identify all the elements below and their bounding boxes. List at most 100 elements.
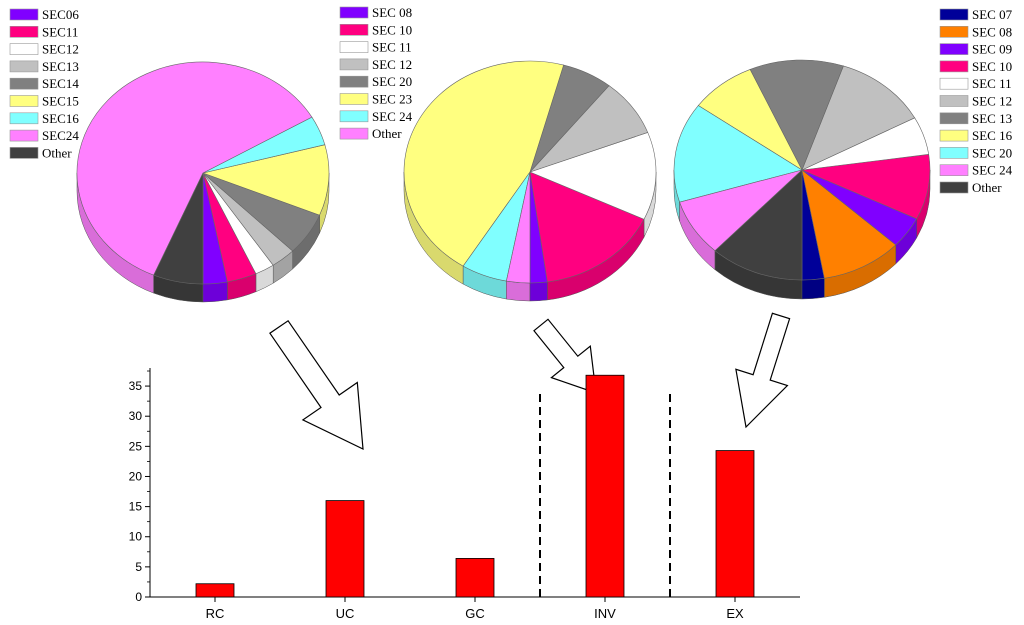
legend-swatch (9, 147, 39, 159)
bar-gc (455, 558, 495, 598)
bar-ex (715, 450, 755, 598)
legend-label: SEC11 (42, 24, 78, 39)
pie-charts: SEC06 SEC11 SEC12 SEC13 SEC14 SEC15 SEC16 SEC24… (9, 5, 1013, 303)
pie-slice (506, 171, 531, 284)
y-tick-label: 5 (135, 560, 142, 574)
pie-chart-1: SEC06 SEC11 SEC12 SEC13 SEC14 SEC15 SEC16 SEC24… (9, 7, 330, 303)
x-tick-label: UC (336, 606, 355, 621)
legend-label: SEC 20 (372, 74, 412, 89)
legend-label: SEC 10 (372, 22, 412, 37)
y-tick-label: 0 (135, 590, 142, 604)
pie-slice (76, 61, 313, 276)
pie-legend-3: SEC 07 SEC 08 SEC 09 SEC 10 SEC 11 SEC 12 SEC … (939, 7, 1013, 195)
legend-label: Other (42, 145, 72, 160)
legend-label: SEC16 (42, 111, 79, 126)
pie-slice (529, 171, 645, 283)
legend-label: SEC 24 (972, 163, 1013, 178)
y-tick-label: 35 (129, 379, 143, 393)
pie-slice (800, 154, 931, 220)
legend-label: SEC15 (42, 94, 79, 109)
legend-swatch (339, 23, 369, 36)
legend-swatch (339, 41, 369, 53)
legend-label: SEC 12 (372, 57, 412, 72)
legend-swatch (9, 8, 39, 21)
legend-swatch (339, 6, 369, 19)
legend-swatch (9, 60, 39, 73)
legend-swatch (939, 164, 969, 176)
pie-slice (153, 172, 204, 285)
legend-label: SEC14 (42, 76, 79, 91)
legend-label: Other (372, 126, 402, 141)
legend-swatch (939, 112, 969, 125)
pie-slice (529, 132, 657, 220)
x-tick-label: EX (726, 606, 744, 621)
bar-uc (325, 500, 365, 598)
y-tick-label: 10 (129, 530, 143, 544)
pie-chart-3: SEC 07 SEC 08 SEC 09 SEC 10 SEC 11 SEC 12 SEC … (673, 7, 1013, 300)
legend-swatch (9, 129, 39, 142)
legend-swatch (939, 60, 969, 73)
bar-chart: 0 5 10 15 20 25 30 35 RC UC GC INV EX (129, 368, 800, 621)
legend-swatch (939, 43, 969, 55)
legend-swatch (9, 77, 39, 90)
pie-slice (749, 59, 844, 171)
legend-swatch (9, 95, 39, 107)
y-tick-label: 25 (129, 439, 143, 453)
legend-label: SEC 23 (372, 92, 412, 107)
pie-slice (673, 105, 803, 203)
legend-swatch (939, 25, 969, 38)
legend-swatch (339, 58, 369, 71)
x-tick-label: INV (594, 606, 616, 621)
legend-swatch (939, 147, 969, 159)
legend-label: SEC 11 (372, 40, 412, 55)
pie-slice (801, 169, 897, 279)
x-tick-label: GC (465, 606, 485, 621)
legend-swatch (939, 77, 969, 90)
y-tick-label: 20 (129, 469, 143, 483)
legend-label: SEC 24 (372, 109, 413, 124)
legend-label: SEC 13 (972, 111, 1012, 126)
pie-slice-side (801, 278, 825, 300)
pie-chart-2: SEC 08 SEC 10 SEC 11 SEC 12 SEC 20 SEC 23 SEC … (339, 5, 657, 302)
x-tick-label: RC (206, 606, 225, 621)
flow-arrows (269, 312, 791, 450)
legend-label: SEC 16 (972, 128, 1013, 143)
arrow-to-uc (269, 319, 364, 450)
legend-swatch (939, 95, 969, 107)
legend-label: SEC 20 (972, 145, 1012, 160)
arrow-to-inv (533, 318, 597, 394)
legend-swatch (9, 43, 39, 55)
legend-label: SEC 08 (372, 5, 412, 20)
pie-slice-side (529, 281, 548, 302)
pie-slice (201, 144, 330, 216)
legend-swatch (339, 75, 369, 88)
pie-slice-side (506, 280, 531, 302)
legend-label: SEC 08 (972, 24, 1012, 39)
legend-label: SEC 12 (972, 94, 1012, 109)
legend-label: SEC12 (42, 42, 79, 57)
legend-swatch (9, 112, 39, 125)
legend-swatch (9, 25, 39, 38)
legend-label: SEC24 (42, 128, 79, 143)
arrow-to-ex (735, 312, 791, 429)
legend-label: SEC 09 (972, 42, 1012, 57)
pie-slice (801, 65, 916, 171)
legend-label: SEC 10 (972, 59, 1012, 74)
pie-slice (714, 169, 803, 281)
bar-rc (195, 583, 235, 598)
legend-label: Other (972, 180, 1002, 195)
legend-swatch (939, 129, 969, 142)
pie-slice-side (202, 281, 228, 303)
bar-inv (585, 374, 625, 598)
y-tick-label: 15 (129, 500, 143, 514)
legend-label: SEC 07 (972, 7, 1013, 22)
legend-swatch (939, 181, 969, 194)
y-tick-label: 30 (129, 409, 143, 423)
legend-swatch (339, 127, 369, 140)
legend-label: SEC 11 (972, 76, 1012, 91)
pie-legend-2: SEC 08 SEC 10 SEC 11 SEC 12 SEC 20 SEC 23 SEC … (339, 5, 413, 141)
legend-swatch (339, 93, 369, 105)
legend-swatch (939, 8, 969, 21)
legend-label: SEC13 (42, 59, 79, 74)
